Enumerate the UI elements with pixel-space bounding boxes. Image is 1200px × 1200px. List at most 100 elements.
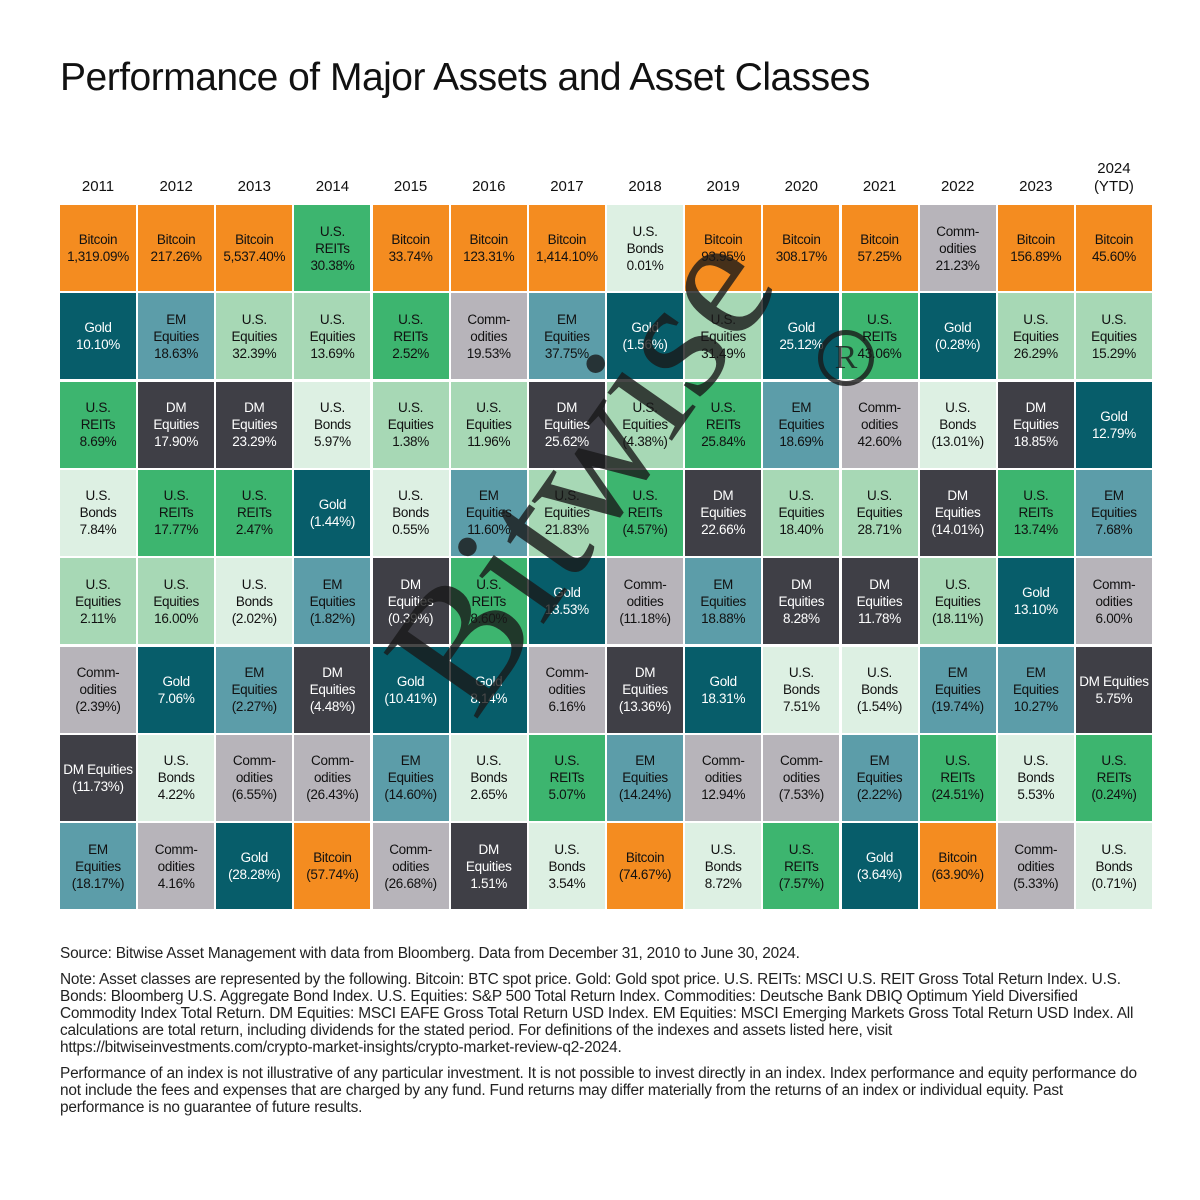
year-label: 2011 — [81, 178, 115, 195]
asset-cell: U.S. Equities 28.71% — [841, 469, 918, 556]
asset-label: U.S. Bonds — [470, 753, 508, 786]
asset-return-value: 11.96% — [467, 434, 511, 450]
asset-cell: Gold 8.14% — [450, 646, 527, 733]
asset-return-value: (28.28%) — [228, 867, 281, 883]
asset-cell: EM Equities 10.27% — [997, 646, 1074, 733]
asset-cell: DM Equities 22.66% — [685, 469, 762, 556]
asset-label: DM Equities — [153, 400, 199, 433]
asset-label: U.S. Bonds — [704, 841, 742, 874]
asset-cell: EM Equities 7.68% — [1075, 469, 1152, 556]
asset-return-value: 308.17% — [775, 249, 828, 264]
asset-label: Bitcoin — [78, 232, 118, 247]
asset-label: Comm- odities — [779, 753, 823, 786]
asset-label: EM Equities — [1091, 488, 1137, 521]
asset-return-value: (57.74%) — [306, 867, 359, 883]
asset-return-value: 123.31% — [463, 249, 515, 264]
asset-label: Gold — [787, 320, 816, 336]
asset-return-value: 8.28% — [782, 610, 820, 626]
asset-label: U.S. Bonds — [548, 841, 586, 874]
asset-return-value: (1.82%) — [309, 610, 356, 626]
asset-label: Comm- odities — [858, 400, 901, 433]
asset-label: EM Equities — [309, 576, 356, 609]
asset-cell: U.S. REITs (4.57%) — [607, 469, 684, 556]
asset-label: U.S. REITs — [940, 753, 975, 786]
asset-label: DM Equities — [1079, 673, 1149, 689]
asset-return-value: 1.38% — [392, 434, 429, 450]
asset-cell: U.S. Bonds 0.55% — [372, 469, 449, 556]
asset-label: EM Equities — [231, 665, 278, 697]
asset-class-note: Note: Asset classes are represented by t… — [60, 971, 1134, 1056]
asset-label: U.S. REITs — [80, 400, 116, 433]
asset-label: DM Equities — [231, 400, 278, 433]
asset-label: U.S. REITs — [705, 400, 741, 433]
asset-return-value: (13.01%) — [931, 434, 984, 450]
asset-cell: U.S. Equities (18.11%) — [919, 558, 996, 645]
asset-return-value: 33.74% — [388, 249, 433, 264]
asset-label: Bitcoin — [625, 850, 665, 866]
asset-label: U.S. REITs — [158, 488, 194, 521]
asset-return-value: (4.48%) — [309, 699, 356, 714]
asset-label: Gold — [396, 673, 425, 689]
asset-cell: U.S. REITs 43.06% — [841, 293, 918, 380]
asset-label: Gold — [631, 320, 659, 336]
asset-label: Bitcoin — [938, 850, 977, 866]
year-label: 2018 — [628, 178, 662, 195]
asset-label: U.S. REITs — [471, 576, 506, 609]
asset-label: U.S. Equities — [231, 311, 278, 344]
asset-return-value: 21.83% — [544, 522, 589, 538]
asset-label: U.S. Equities — [934, 576, 981, 609]
asset-cell: U.S. Equities 21.83% — [528, 469, 605, 556]
asset-label: Bitcoin — [703, 232, 743, 247]
asset-return-value: (4.38%) — [622, 434, 668, 450]
asset-cell: DM Equities 11.78% — [841, 558, 918, 645]
asset-cell: EM Equities 18.69% — [763, 381, 840, 468]
asset-label: Gold — [318, 496, 347, 512]
asset-cell: U.S. Bonds 7.84% — [60, 469, 136, 556]
asset-return-value: 30.38% — [310, 257, 355, 273]
asset-cell: U.S. REITs 5.07% — [528, 734, 605, 821]
asset-return-value: (13.36%) — [618, 699, 672, 714]
asset-label: EM Equities — [387, 753, 434, 786]
asset-label: Bitcoin — [156, 232, 196, 247]
asset-label: U.S. REITs — [393, 311, 428, 344]
asset-return-value: 7.06% — [157, 690, 195, 706]
asset-cell: Comm- odities (6.55%) — [216, 734, 293, 821]
asset-label: U.S. REITs — [315, 223, 350, 256]
year-label: 2017 — [550, 178, 584, 195]
asset-label: Gold — [475, 673, 503, 689]
asset-cell: Bitcoin 156.89% — [997, 205, 1074, 291]
asset-cell: U.S. Bonds (2.02%) — [216, 558, 293, 645]
asset-cell: U.S. REITs 30.38% — [294, 205, 371, 291]
asset-cell: EM Equities (19.74%) — [919, 646, 996, 733]
asset-label: U.S. Equities — [778, 488, 825, 521]
asset-return-value: 42.60% — [857, 434, 902, 450]
asset-label: Comm- odities — [1092, 576, 1136, 609]
asset-return-value: 10.27% — [1013, 699, 1058, 714]
asset-cell: Gold 18.31% — [685, 646, 762, 733]
asset-label: U.S. Equities — [387, 400, 434, 433]
asset-label: EM Equities — [465, 488, 512, 521]
asset-return-value: (5.33%) — [1013, 875, 1059, 891]
asset-cell: Bitcoin 57.25% — [841, 205, 918, 291]
asset-return-value: 5,537.40% — [223, 249, 286, 264]
asset-cell: Bitcoin (74.67%) — [607, 823, 684, 910]
asset-label: U.S. REITs — [549, 753, 585, 786]
asset-cell: U.S. Equities 13.69% — [294, 293, 371, 380]
asset-cell: U.S. Equities 16.00% — [138, 558, 215, 645]
asset-cell: DM Equities 8.28% — [763, 558, 840, 645]
asset-cell: DM Equities (11.73%) — [60, 734, 136, 821]
asset-cell: DM Equities (14.01%) — [919, 469, 996, 556]
asset-return-value: 37.75% — [544, 345, 589, 361]
asset-label: EM Equities — [856, 753, 903, 786]
asset-return-value: 12.94% — [701, 787, 746, 803]
asset-label: U.S. Bonds — [314, 400, 351, 433]
asset-label: Comm- odities — [467, 311, 511, 344]
asset-cell: U.S. Bonds (1.54%) — [841, 646, 918, 733]
asset-cell: U.S. REITs 8.60% — [450, 558, 527, 645]
asset-cell: EM Equities (1.82%) — [294, 558, 371, 645]
asset-label: U.S. Bonds — [939, 400, 977, 433]
asset-cell: U.S. Equities 11.96% — [450, 381, 527, 468]
asset-cell: Gold 12.79% — [1075, 381, 1152, 468]
asset-cell: U.S. Bonds 7.51% — [763, 646, 840, 733]
asset-return-value: 57.25% — [857, 249, 902, 264]
